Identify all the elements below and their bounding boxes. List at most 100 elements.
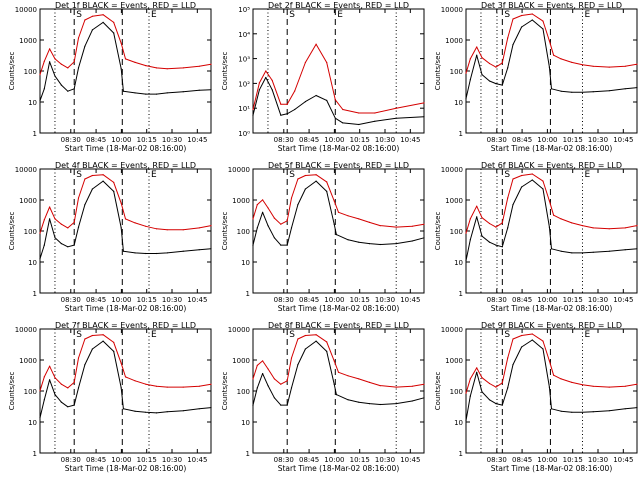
x-tick-label: 10:15 bbox=[350, 296, 370, 304]
series-lld-point bbox=[521, 174, 523, 177]
series-lld-point bbox=[265, 70, 267, 72]
x-tick-label: 08:30 bbox=[274, 136, 294, 144]
series-lld-point bbox=[297, 178, 299, 180]
series-events-point bbox=[315, 340, 317, 342]
series-lld-point bbox=[84, 19, 86, 21]
series-events-point bbox=[423, 116, 425, 118]
plot-frame bbox=[465, 8, 638, 134]
series-lld-point bbox=[608, 66, 610, 68]
series-events-point bbox=[315, 180, 317, 182]
plot-frame bbox=[39, 328, 212, 454]
y-tick-label: 10000 bbox=[228, 166, 250, 174]
series-lld-point bbox=[49, 48, 51, 50]
series-lld-point bbox=[315, 334, 317, 336]
y-tick-label: 1 bbox=[459, 290, 463, 298]
x-tick-label: 10:45 bbox=[400, 136, 420, 144]
series-lld-point bbox=[495, 386, 497, 388]
series-lld-point bbox=[488, 222, 491, 225]
y-tick-label: 1 bbox=[246, 290, 250, 298]
series-events-point bbox=[581, 252, 584, 254]
y-tick-label: 1000 bbox=[19, 357, 37, 365]
x-tick-label: 10:00 bbox=[324, 136, 344, 144]
y-tick-label: 100 bbox=[24, 228, 37, 236]
series-lld-point bbox=[102, 174, 104, 176]
x-tick-label: 10:00 bbox=[537, 296, 557, 304]
series-lld-point bbox=[326, 341, 328, 343]
series-lld-point bbox=[102, 14, 104, 16]
series-events-point bbox=[145, 411, 147, 413]
series-lld-point bbox=[542, 20, 544, 22]
series-lld-point bbox=[379, 225, 381, 227]
series-events-point bbox=[122, 250, 124, 252]
series-events-point bbox=[294, 108, 296, 111]
x-tick-label: 10:45 bbox=[400, 456, 420, 464]
series-events-point bbox=[358, 123, 360, 126]
series-lld-point bbox=[290, 357, 293, 359]
series-events-point bbox=[54, 75, 56, 77]
series-events-point bbox=[581, 411, 584, 413]
series-events-point bbox=[198, 408, 200, 410]
series-events-point bbox=[198, 249, 200, 251]
series-lld-point bbox=[624, 65, 626, 67]
series-events-point bbox=[347, 399, 349, 401]
series-events-point bbox=[347, 239, 349, 241]
x-tick-label: 10:00 bbox=[111, 456, 131, 464]
series-lld-point bbox=[531, 173, 533, 175]
series-lld-point bbox=[379, 385, 381, 387]
series-events-point bbox=[210, 89, 212, 91]
series-lld-point bbox=[258, 82, 260, 84]
plot-frame bbox=[252, 8, 425, 134]
series-lld-point bbox=[155, 67, 158, 69]
x-tick-label: 08:45 bbox=[86, 456, 106, 464]
series-lld-point bbox=[636, 225, 638, 227]
series-lld-line bbox=[252, 334, 425, 388]
series-lld-point bbox=[548, 360, 551, 362]
series-events-point bbox=[495, 244, 497, 246]
x-tick-label: 08:45 bbox=[299, 296, 319, 304]
series-events-point bbox=[411, 400, 413, 402]
series-events-point bbox=[102, 340, 104, 342]
series-events-point bbox=[358, 401, 360, 403]
series-events-point bbox=[521, 346, 523, 348]
series-lld-point bbox=[166, 68, 168, 70]
series-lld-point bbox=[608, 386, 610, 388]
series-events-point bbox=[73, 244, 75, 246]
series-events-point bbox=[571, 91, 573, 93]
series-events-point bbox=[571, 252, 573, 254]
series-events-point bbox=[273, 397, 275, 399]
event-marker-label: S bbox=[289, 170, 295, 180]
series-events-point bbox=[134, 92, 136, 94]
series-lld-point bbox=[624, 227, 626, 229]
series-lld-point bbox=[91, 15, 93, 17]
series-events-point bbox=[608, 90, 610, 92]
series-lld-point bbox=[395, 107, 397, 109]
series-events-line bbox=[252, 180, 425, 246]
series-events-point bbox=[54, 237, 56, 239]
series-events-line bbox=[39, 180, 212, 259]
x-tick-label: 08:45 bbox=[299, 456, 319, 464]
series-lld-point bbox=[271, 79, 273, 81]
series-lld-point bbox=[124, 58, 127, 60]
event-marker-label: S bbox=[504, 170, 510, 180]
series-events-point bbox=[495, 83, 497, 85]
series-lld-point bbox=[347, 375, 349, 377]
detector-panel-2: Det 2f BLACK = Events, RED = LLD 10⁰ 10¹ 10… bbox=[221, 1, 425, 153]
series-lld-point bbox=[358, 112, 360, 114]
series-events-point bbox=[476, 216, 478, 218]
series-events-point bbox=[145, 93, 147, 95]
plot-frame bbox=[39, 168, 212, 294]
series-lld-point bbox=[210, 383, 212, 385]
series-lld-point bbox=[368, 381, 371, 383]
series-lld-point bbox=[469, 58, 471, 60]
series-events-point bbox=[531, 19, 533, 21]
series-lld-line bbox=[252, 43, 425, 114]
series-events-point bbox=[120, 68, 122, 70]
series-events-point bbox=[521, 186, 523, 188]
series-events-point bbox=[326, 99, 328, 101]
series-events-point bbox=[495, 403, 497, 405]
x-tick-label: 08:30 bbox=[61, 296, 81, 304]
series-lld-point bbox=[43, 60, 45, 62]
series-events-point bbox=[304, 348, 306, 350]
x-axis-label: Start Time (18-Mar-02 08:16:00) bbox=[278, 144, 400, 153]
series-lld-point bbox=[512, 178, 514, 180]
